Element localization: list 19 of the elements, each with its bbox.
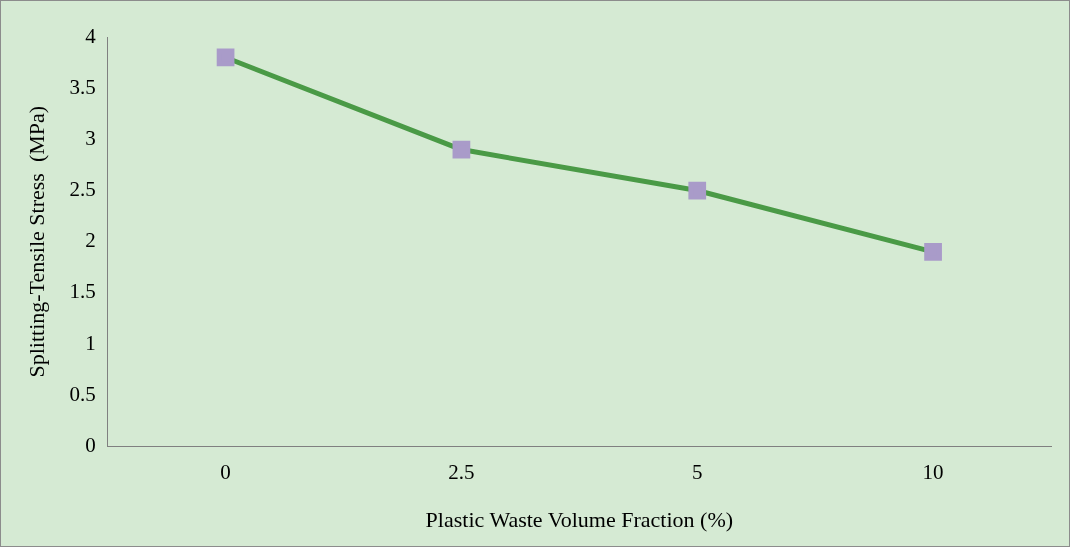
y-tick-label: 1.5	[69, 279, 96, 304]
x-tick-label: 10	[922, 459, 944, 484]
point	[452, 140, 471, 159]
y-tick-label: 3	[85, 125, 96, 150]
y-tick-label: 2.5	[69, 177, 96, 202]
y-tick-label: 0.5	[69, 381, 96, 406]
y-tick-label: 2	[85, 228, 96, 253]
point	[688, 181, 707, 200]
y-tick-label: 4	[85, 23, 97, 48]
y-tick-label: 1	[85, 330, 96, 355]
y-axis-title: Splitting-Tensile Stress (MPa)	[23, 105, 49, 378]
x-tick-label: 0	[220, 459, 231, 484]
y-tick-label: 3.5	[69, 74, 96, 99]
point	[924, 243, 942, 261]
y-tick-label: 0	[85, 432, 96, 457]
x-tick-label: 5	[691, 459, 703, 484]
x-tick-label: 2.5	[448, 459, 475, 484]
x-axis-title: Plastic Waste Volume Fraction (%)	[425, 506, 734, 532]
point	[216, 48, 235, 67]
